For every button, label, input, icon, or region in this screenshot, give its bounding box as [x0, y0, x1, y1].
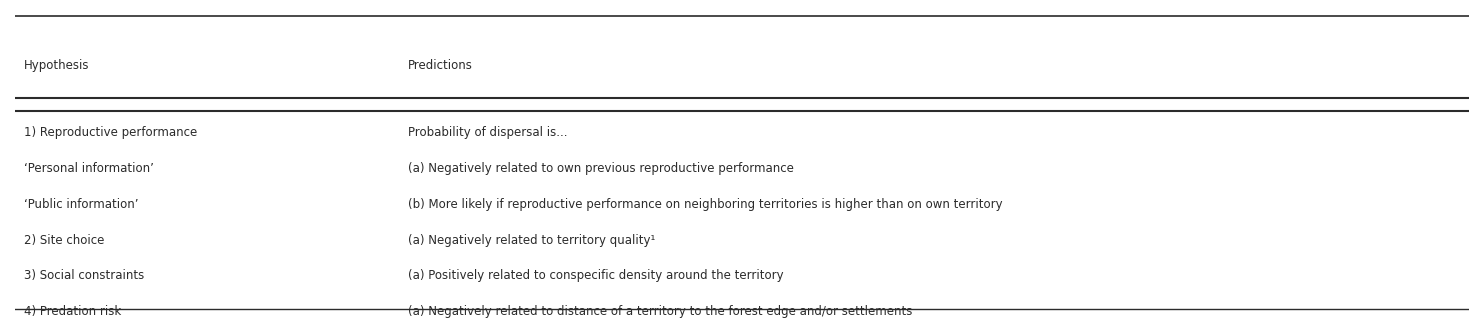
Text: Predictions: Predictions	[408, 59, 472, 72]
Text: (b) More likely if reproductive performance on neighboring territories is higher: (b) More likely if reproductive performa…	[408, 198, 1002, 211]
Text: 4) Predation risk: 4) Predation risk	[24, 305, 120, 318]
Text: ‘Public information’: ‘Public information’	[24, 198, 138, 211]
Text: (a) Negatively related to territory quality¹: (a) Negatively related to territory qual…	[408, 233, 654, 246]
Text: 1) Reproductive performance: 1) Reproductive performance	[24, 126, 197, 139]
Text: Hypothesis: Hypothesis	[24, 59, 89, 72]
Text: (a) Negatively related to own previous reproductive performance: (a) Negatively related to own previous r…	[408, 162, 794, 175]
Text: (a) Positively related to conspecific density around the territory: (a) Positively related to conspecific de…	[408, 269, 784, 282]
Text: ‘Personal information’: ‘Personal information’	[24, 162, 153, 175]
Text: 3) Social constraints: 3) Social constraints	[24, 269, 144, 282]
Text: 2) Site choice: 2) Site choice	[24, 233, 104, 246]
Text: (a) Negatively related to distance of a territory to the forest edge and/or sett: (a) Negatively related to distance of a …	[408, 305, 911, 318]
Text: Probability of dispersal is...: Probability of dispersal is...	[408, 126, 567, 139]
